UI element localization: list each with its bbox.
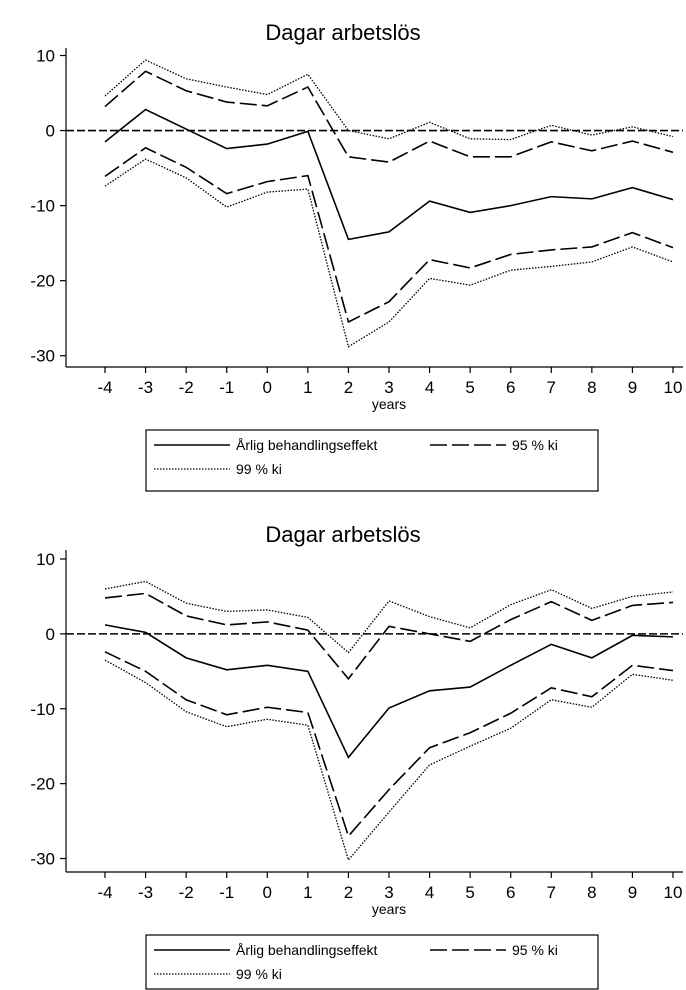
legend-entry-label: 99 % ki [236,966,282,982]
x-axis-label: years [372,901,406,917]
x-tick-label: 1 [303,378,312,397]
x-tick-label: 7 [547,883,556,902]
y-tick-label: -20 [30,775,55,794]
x-tick-label: 8 [587,883,596,902]
x-tick-label: 7 [547,378,556,397]
y-tick-label: 0 [46,625,55,644]
series-line-dotted-4 [104,59,674,141]
x-tick-label: 4 [425,378,434,397]
legend-box [145,934,599,990]
x-tick-label: 10 [664,883,683,902]
x-tick-label: 0 [263,378,272,397]
series-line-dashed-3 [104,146,674,324]
series-line-dashed-2 [104,592,674,681]
y-tick-label: -30 [30,347,55,366]
x-tick-label: -4 [97,883,112,902]
x-tick-label: 4 [425,883,434,902]
x-tick-label: 2 [344,378,353,397]
legend-entry-label: Årlig behandlingseffekt [236,437,378,453]
legend-entry-label: 99 % ki [236,461,282,477]
y-tick-label: -30 [30,850,55,869]
x-tick-label: 6 [506,883,515,902]
legend-entry-label: 95 % ki [512,942,558,958]
series-line-dashed-3 [104,651,674,838]
chart-title: Dagar arbetslös [265,20,420,45]
legend-entry-label: Årlig behandlingseffekt [236,942,378,958]
x-tick-label: 5 [465,378,474,397]
x-tick-label: -2 [179,883,194,902]
x-tick-label: 5 [465,883,474,902]
x-tick-label: -1 [219,378,234,397]
x-tick-label: -3 [138,378,153,397]
y-tick-label: 10 [36,550,55,569]
x-tick-label: 0 [263,883,272,902]
y-tick-label: -10 [30,700,55,719]
x-tick-label: 9 [628,883,637,902]
x-axis-label: years [372,396,406,412]
x-tick-label: 2 [344,883,353,902]
series-line-dotted-4 [104,580,674,654]
x-tick-label: 1 [303,883,312,902]
x-tick-label: 3 [384,883,393,902]
x-tick-label: 9 [628,378,637,397]
series-line-solid-1 [104,108,674,241]
x-tick-label: 10 [664,378,683,397]
series-line-dotted-5 [104,158,674,348]
x-tick-label: -3 [138,883,153,902]
y-tick-label: 0 [46,122,55,141]
series-line-dotted-5 [104,659,674,862]
series-line-dashed-2 [104,70,674,163]
x-tick-label: 3 [384,378,393,397]
x-tick-label: -4 [97,378,112,397]
legend-box [145,429,599,492]
series-line-solid-1 [104,624,674,759]
legend-entry-label: 95 % ki [512,437,558,453]
x-tick-label: 6 [506,378,515,397]
x-tick-label: -2 [179,378,194,397]
x-tick-label: 8 [587,378,596,397]
chart-title: Dagar arbetslös [265,522,420,547]
x-tick-label: -1 [219,883,234,902]
y-tick-label: -20 [30,272,55,291]
y-tick-label: 10 [36,47,55,66]
y-tick-label: -10 [30,197,55,216]
